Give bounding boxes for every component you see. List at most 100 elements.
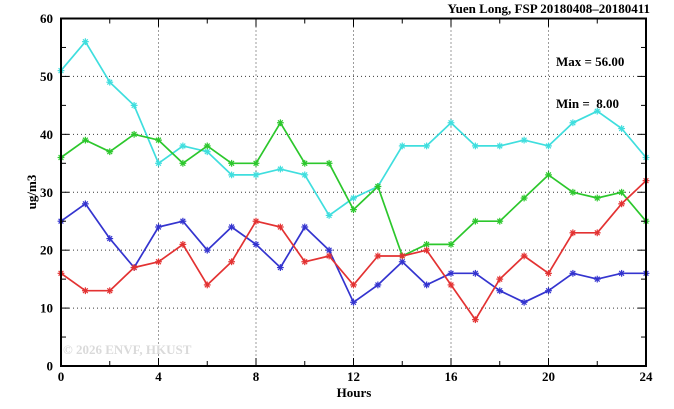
marker-stroke [618, 270, 625, 277]
marker-stroke [594, 229, 601, 236]
marker-stroke [228, 258, 235, 265]
series-green-marker [496, 217, 504, 225]
series-green-marker [301, 159, 309, 167]
series-blue-marker [155, 223, 162, 231]
marker-stroke [82, 38, 89, 45]
series-red-marker [447, 281, 455, 289]
series-cyan-marker [569, 119, 577, 127]
series-red-marker [81, 287, 89, 295]
series-red-marker [374, 252, 382, 260]
marker-stroke [594, 276, 601, 282]
marker-stroke [106, 79, 113, 86]
x-axis-label: Hours [336, 385, 372, 400]
y-tick-label: 60 [40, 11, 53, 26]
marker-stroke [472, 218, 479, 225]
series-blue-marker [520, 298, 528, 306]
series-cyan-marker [545, 142, 552, 150]
marker-stroke [228, 160, 235, 167]
marker-stroke [570, 229, 576, 236]
series-green-marker [423, 240, 431, 248]
marker-stroke [301, 172, 308, 178]
plot-border [60, 17, 647, 367]
series-blue-marker [398, 258, 406, 266]
series-blue-marker [350, 298, 357, 306]
marker-stroke [496, 143, 503, 149]
series-red-marker [106, 287, 114, 295]
marker-stroke [301, 258, 308, 265]
marker-stroke [204, 143, 211, 149]
marker-stroke [448, 119, 454, 126]
marker-stroke [277, 264, 284, 271]
series-blue-marker [301, 223, 309, 231]
marker-stroke [350, 282, 357, 288]
series-red-marker [301, 258, 309, 266]
marker-stroke [155, 224, 162, 230]
marker-stroke [131, 102, 137, 109]
marker-stroke [496, 218, 503, 225]
series-green-marker [81, 136, 89, 144]
marker-stroke [301, 160, 308, 167]
series-blue-marker [618, 269, 626, 277]
marker-stroke [350, 299, 357, 306]
series-green-marker [130, 130, 138, 138]
marker-stroke [448, 270, 454, 277]
marker-stroke [326, 253, 332, 259]
series-red-marker [398, 252, 406, 260]
series-cyan-marker [618, 125, 626, 132]
series-cyan-marker [350, 194, 357, 202]
marker-stroke [570, 189, 576, 196]
series-red-marker [593, 229, 601, 237]
series-cyan-marker [106, 78, 114, 86]
y-tick-label: 10 [40, 301, 53, 316]
series-green-marker [228, 159, 236, 167]
series-cyan-marker [593, 107, 601, 115]
series-green-marker [471, 217, 479, 225]
marker-stroke [204, 282, 211, 288]
marker-stroke [594, 108, 601, 114]
marker-stroke [253, 172, 259, 178]
series-blue-marker [374, 281, 382, 289]
series-cyan-marker [423, 142, 431, 150]
series-cyan-marker [252, 171, 260, 179]
marker-stroke [301, 224, 308, 230]
marker-stroke [545, 172, 552, 178]
marker-stroke [82, 137, 89, 143]
series-blue-marker [228, 223, 236, 231]
marker-stroke [180, 143, 186, 149]
marker-stroke [545, 287, 552, 294]
series-cyan-marker [325, 212, 333, 219]
series-blue-marker [81, 200, 89, 208]
marker-stroke [423, 143, 430, 149]
marker-stroke [155, 160, 162, 167]
series-red-marker [545, 269, 552, 277]
series-cyan-marker [81, 38, 89, 46]
watermark: © 2026 ENVF, HKUST [63, 342, 192, 357]
marker-stroke [180, 241, 186, 248]
series-blue-marker [106, 235, 114, 242]
marker-stroke [131, 264, 137, 271]
marker-stroke [472, 270, 479, 277]
x-tick-label: 24 [640, 369, 654, 384]
series-blue-marker [423, 281, 431, 289]
series-green-marker [203, 142, 211, 150]
marker-stroke [594, 195, 601, 201]
marker-stroke [326, 160, 332, 167]
series-red-marker [155, 258, 162, 266]
y-tick-label: 50 [40, 69, 53, 84]
series-red-marker [423, 246, 431, 254]
series-cyan-marker [155, 159, 162, 167]
series-red-marker [569, 229, 577, 237]
marker-stroke [180, 160, 186, 167]
series-red-marker [325, 252, 333, 260]
series-green-marker [374, 183, 382, 190]
series-cyan-marker [398, 142, 406, 150]
series-green-marker [593, 194, 601, 202]
marker-stroke [277, 224, 284, 230]
marker-stroke [521, 253, 527, 259]
series-blue-marker [471, 269, 479, 277]
marker-stroke [618, 189, 625, 196]
marker-stroke [618, 125, 625, 132]
legend-max-label: Max = 56.00 [556, 54, 625, 69]
x-tick-label: 12 [347, 369, 360, 384]
marker-stroke [399, 143, 406, 149]
